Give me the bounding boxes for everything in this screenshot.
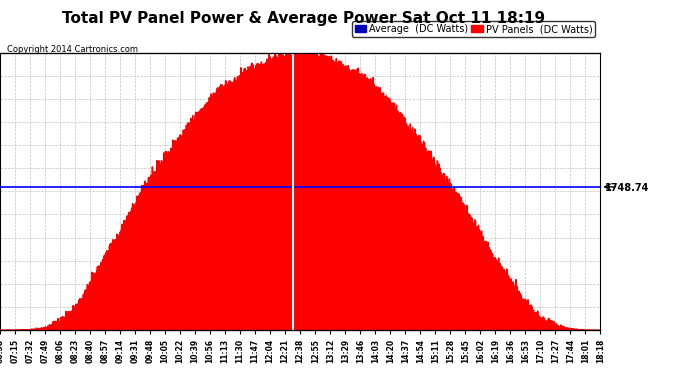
Text: Total PV Panel Power & Average Power Sat Oct 11 18:19: Total PV Panel Power & Average Power Sat…	[62, 11, 545, 26]
Legend: Average  (DC Watts), PV Panels  (DC Watts): Average (DC Watts), PV Panels (DC Watts)	[352, 21, 595, 37]
Text: Copyright 2014 Cartronics.com: Copyright 2014 Cartronics.com	[7, 45, 138, 54]
